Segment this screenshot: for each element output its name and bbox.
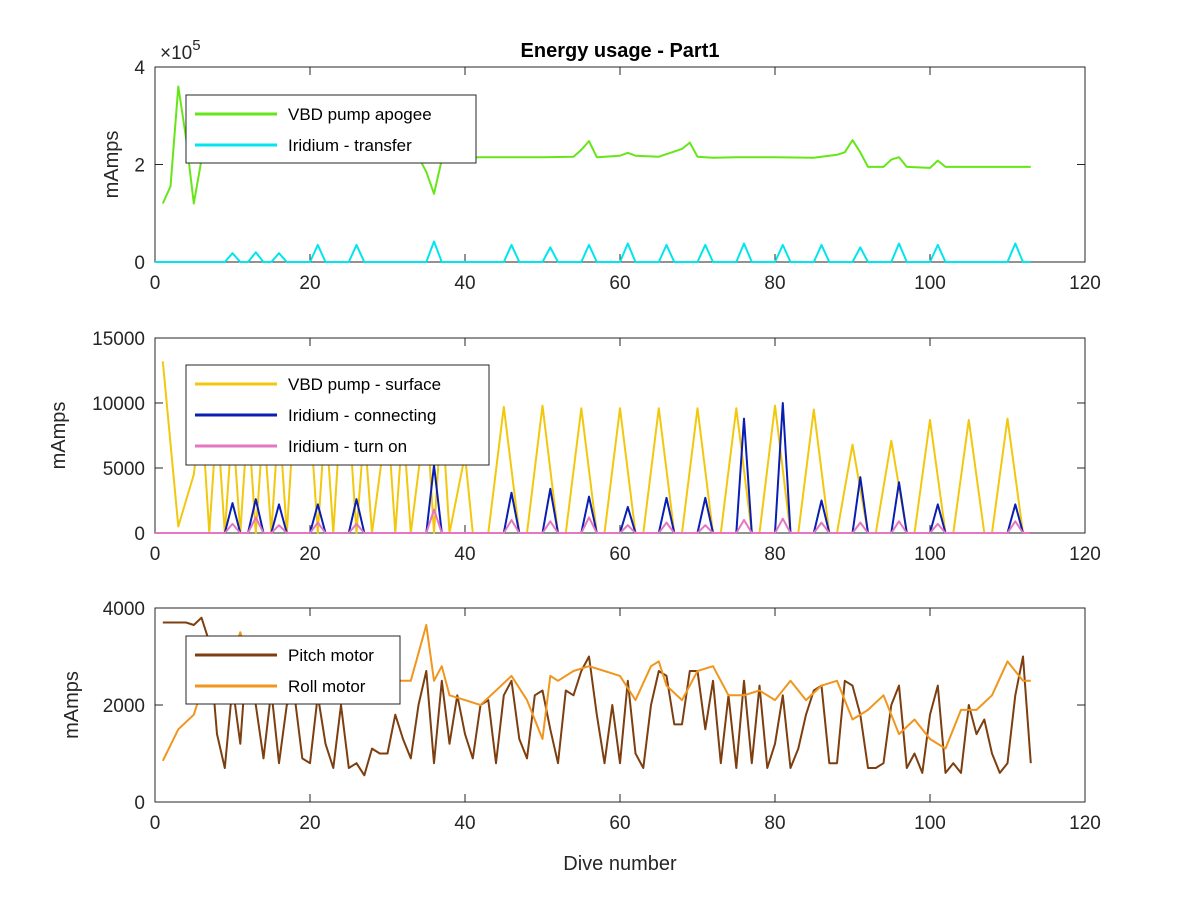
x-tick-label: 100 [914, 813, 946, 834]
legend: VBD pump - surface Iridium - connecting Ir… [185, 364, 490, 466]
y-axis-label: mAmps [61, 671, 83, 739]
legend-box [185, 635, 401, 705]
x-tick-label: 20 [299, 544, 320, 565]
y-tick-label: 0 [134, 793, 145, 814]
x-tick-label: 20 [299, 273, 320, 294]
y-tick-label: 10000 [92, 394, 145, 415]
series-line-pitch-motor [162, 616, 1032, 777]
legend-entry-label: Roll motor [288, 677, 366, 696]
x-tick-label: 60 [609, 544, 630, 565]
series-line-iridium-turn-on [155, 508, 1031, 534]
x-tick-label: 100 [914, 544, 946, 565]
y-exponent-power: 5 [192, 37, 200, 54]
x-tick-label: 0 [150, 273, 161, 294]
x-tick-label: 100 [914, 273, 946, 294]
plots: 0 20 40 60 80 100 120 0 2 4 ×105 mAmps VBD pump apog… [48, 37, 1101, 834]
y-tick-label: 2 [134, 156, 145, 177]
x-tick-label: 60 [609, 813, 630, 834]
y-tick-label: 4 [134, 58, 145, 79]
legend-entry-label: Iridium - transfer [288, 136, 412, 155]
y-tick-label: 0 [134, 253, 145, 274]
subplot-3: 0 20 40 60 80 100 120 0 2000 4000 mAmps Pitch motor… [61, 599, 1101, 834]
x-tick-label: 20 [299, 813, 320, 834]
x-tick-label: 40 [454, 273, 475, 294]
x-tick-label: 40 [454, 544, 475, 565]
legend-box [185, 94, 477, 164]
y-tick-label: 2000 [103, 696, 145, 717]
y-tick-label: 15000 [92, 329, 145, 350]
x-tick-label: 80 [764, 813, 785, 834]
y-exponent-label: ×105 [160, 37, 201, 64]
x-tick-label: 80 [764, 273, 785, 294]
x-axis-label: Dive number [563, 853, 677, 875]
legend: VBD pump apogee Iridium - transfer [185, 94, 477, 164]
legend-entry-label: Pitch motor [288, 646, 374, 665]
y-axis-label: mAmps [101, 131, 123, 199]
x-tick-label: 120 [1069, 544, 1101, 565]
subplot-1: 0 20 40 60 80 100 120 0 2 4 ×105 mAmps VBD pump apog… [101, 37, 1101, 294]
series-line-iridium-transfer [155, 240, 1031, 263]
x-tick-label: 120 [1069, 813, 1101, 834]
chart-title: Energy usage - Part1 [521, 40, 720, 62]
legend-entry-label: Iridium - connecting [288, 406, 436, 425]
y-tick-label: 0 [134, 524, 145, 545]
x-tick-label: 120 [1069, 273, 1101, 294]
y-axis-label: mAmps [48, 402, 70, 470]
y-tick-label: 5000 [103, 459, 145, 480]
legend-entry-label: Iridium - turn on [288, 437, 407, 456]
y-tick-label: 4000 [103, 599, 145, 620]
x-tick-label: 40 [454, 813, 475, 834]
legend: Pitch motor Roll motor [185, 635, 401, 705]
x-tick-label: 0 [150, 813, 161, 834]
subplot-2: 0 20 40 60 80 100 120 0 5000 10000 15000 mAmps VBD p… [48, 329, 1101, 565]
x-tick-label: 60 [609, 273, 630, 294]
legend-entry-label: VBD pump - surface [288, 375, 441, 394]
x-tick-label: 0 [150, 544, 161, 565]
legend-entry-label: VBD pump apogee [288, 105, 432, 124]
x-tick-label: 80 [764, 544, 785, 565]
